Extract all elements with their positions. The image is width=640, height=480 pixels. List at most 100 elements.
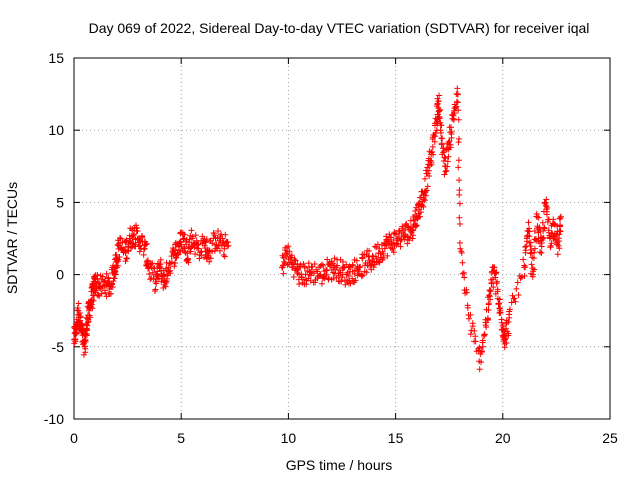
data-point	[453, 103, 460, 110]
data-point	[494, 288, 501, 295]
data-point	[552, 236, 559, 243]
data-point	[339, 258, 346, 265]
data-point	[397, 237, 404, 244]
data-point	[146, 271, 153, 278]
data-point	[541, 225, 548, 232]
data-point	[538, 239, 545, 246]
data-point	[189, 233, 196, 240]
data-point	[455, 116, 462, 123]
data-point	[352, 277, 359, 284]
data-point	[526, 233, 533, 240]
data-point	[211, 232, 218, 239]
data-point	[84, 315, 91, 322]
data-point	[297, 261, 304, 268]
data-point	[417, 209, 424, 216]
data-point	[420, 203, 427, 210]
data-point	[467, 311, 474, 318]
data-point	[73, 330, 80, 337]
data-point	[416, 213, 423, 220]
data-point	[412, 207, 419, 214]
x-tick-label: 15	[388, 430, 404, 446]
data-point	[220, 252, 227, 259]
data-point	[113, 251, 120, 258]
data-point	[515, 291, 522, 298]
data-point	[436, 92, 443, 99]
data-point	[128, 244, 135, 251]
data-point	[316, 272, 323, 279]
data-point	[557, 228, 564, 235]
data-point	[141, 245, 148, 252]
data-point	[353, 257, 360, 264]
data-point	[74, 305, 81, 312]
data-point	[89, 305, 96, 312]
data-point	[540, 234, 547, 241]
data-point	[187, 248, 194, 255]
data-point	[402, 226, 409, 233]
chart-title: Day 069 of 2022, Sidereal Day-to-day VTE…	[89, 20, 590, 36]
data-point	[172, 255, 179, 262]
data-point	[506, 314, 513, 321]
data-point	[280, 270, 287, 277]
data-point	[432, 130, 439, 137]
data-point	[448, 130, 455, 137]
data-point	[197, 249, 204, 256]
data-point	[92, 289, 99, 296]
data-point	[455, 157, 462, 164]
data-point	[131, 231, 138, 238]
data-point	[409, 232, 416, 239]
data-point	[196, 255, 203, 262]
data-point	[476, 344, 483, 351]
data-point	[331, 255, 338, 262]
data-point	[522, 249, 529, 256]
data-point	[539, 219, 546, 226]
data-point	[327, 263, 334, 270]
data-point	[318, 280, 325, 287]
data-point	[527, 239, 534, 246]
data-point	[376, 259, 383, 266]
data-point	[475, 347, 482, 354]
data-point	[428, 159, 435, 166]
data-point	[112, 268, 119, 275]
data-point	[296, 281, 303, 288]
data-point	[506, 306, 513, 313]
data-point	[402, 221, 409, 228]
data-point	[151, 264, 158, 271]
data-point	[225, 242, 232, 249]
data-point	[478, 359, 485, 366]
data-point	[455, 164, 462, 171]
data-point	[505, 319, 512, 326]
data-point	[314, 268, 321, 275]
data-point	[447, 141, 454, 148]
data-point	[497, 309, 504, 316]
data-point	[517, 275, 524, 282]
data-point	[554, 251, 561, 258]
data-point	[437, 106, 444, 113]
data-point	[453, 98, 460, 105]
data-point	[538, 249, 545, 256]
data-point	[468, 327, 475, 334]
data-point	[522, 264, 529, 271]
data-point	[386, 231, 393, 238]
data-point	[90, 297, 97, 304]
data-point	[511, 295, 518, 302]
data-point	[214, 245, 221, 252]
data-point	[286, 248, 293, 255]
data-point	[149, 269, 156, 276]
data-point	[496, 300, 503, 307]
data-point	[439, 135, 446, 142]
data-point	[103, 270, 110, 277]
data-point	[528, 261, 535, 268]
data-point	[443, 167, 450, 174]
data-point	[116, 254, 123, 261]
data-point	[77, 313, 84, 320]
x-tick-label: 20	[495, 430, 511, 446]
data-point	[320, 262, 327, 269]
data-point	[485, 301, 492, 308]
data-point	[147, 276, 154, 283]
data-points	[71, 85, 564, 373]
data-point	[421, 197, 428, 204]
data-point	[531, 266, 538, 273]
data-point	[537, 249, 544, 256]
data-point	[426, 173, 433, 180]
data-point	[222, 231, 229, 238]
